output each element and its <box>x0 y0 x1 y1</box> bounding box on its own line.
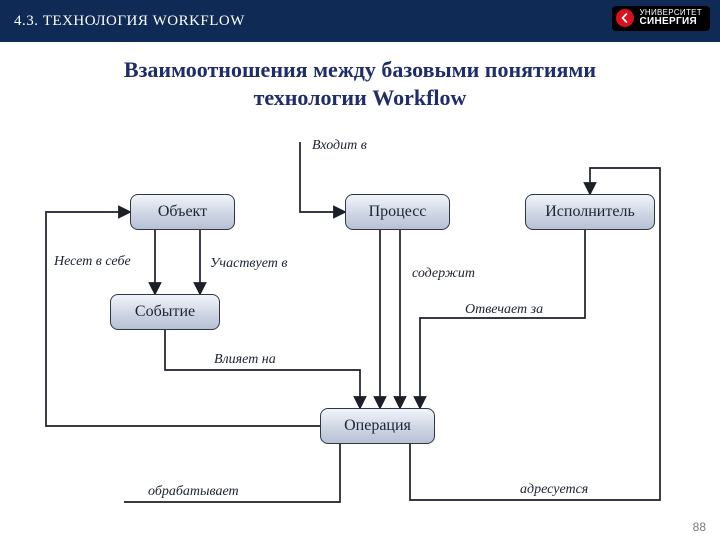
page-number: 88 <box>693 520 706 534</box>
brand-text: УНИВЕРСИТЕТ СИНЕРГИЯ <box>640 9 702 28</box>
edge-label-affects: Влияет на <box>214 352 276 368</box>
edge-label-processes: обрабатывает <box>148 484 239 500</box>
header-title: 4.3. ТЕХНОЛОГИЯ WORKFLOW <box>14 13 245 30</box>
node-operation: Операция <box>320 408 435 444</box>
workflow-diagram: ОбъектПроцессИсполнительСобытиеОперация … <box>0 126 720 540</box>
slide-title-line1: Взаимоотношения между базовыми понятиями <box>124 57 596 82</box>
edge-label-addressed: адресуется <box>520 482 588 498</box>
edge-label-contains: содержит <box>412 266 475 282</box>
node-object: Объект <box>130 194 235 230</box>
slide-title-line2: технологии Workflow <box>254 85 467 110</box>
slide-title: Взаимоотношения между базовыми понятиями… <box>24 56 696 112</box>
edge-executor-down <box>420 230 585 408</box>
brand-line2: СИНЕРГИЯ <box>640 17 702 28</box>
edge-label-enters: Входит в <box>312 138 367 154</box>
edge-label-participates: Участвует в <box>210 256 287 272</box>
node-process: Процесс <box>345 194 450 230</box>
edge-event-to-op <box>165 330 360 408</box>
node-executor: Исполнитель <box>525 194 655 230</box>
edge-label-carries: Несет в себе <box>54 254 131 270</box>
edge-label-responsible: Отвечает за <box>465 302 543 318</box>
node-event: Событие <box>110 294 220 330</box>
slide-header: 4.3. ТЕХНОЛОГИЯ WORKFLOW УНИВЕРСИТЕТ СИН… <box>0 0 720 42</box>
brand-badge: УНИВЕРСИТЕТ СИНЕРГИЯ <box>612 6 710 31</box>
diagram-edges-layer <box>0 126 720 540</box>
brand-logo-icon <box>616 9 634 27</box>
